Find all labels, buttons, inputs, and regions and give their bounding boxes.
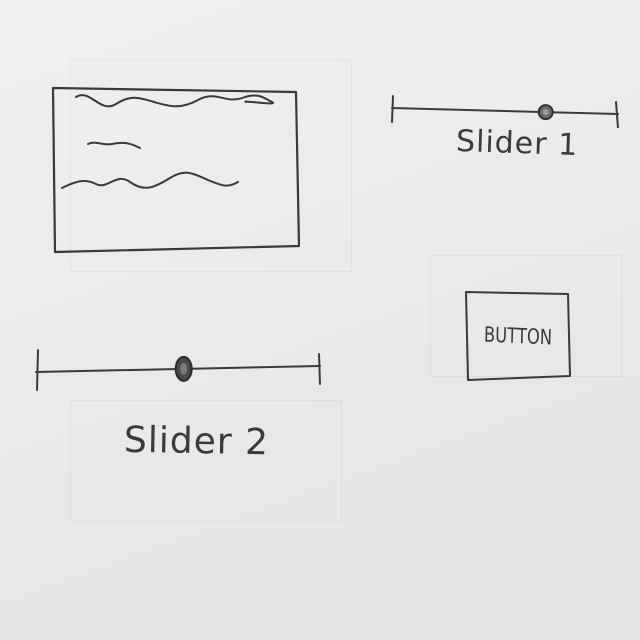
slider-2-label: Slider 2 [123, 419, 270, 464]
slider-1-label: Slider 1 [455, 123, 579, 164]
text-line-1 [75, 94, 274, 108]
slider-1-thumb[interactable] [537, 104, 554, 121]
text-line-3 [61, 171, 239, 189]
slider-2-thumb[interactable] [174, 355, 193, 382]
bleed-through-shape [70, 400, 342, 522]
bleed-through-shape [70, 60, 352, 272]
bleed-through-shape [430, 255, 622, 377]
slider-2[interactable] [32, 344, 324, 392]
slider-1-track[interactable] [388, 88, 622, 128]
button-border [465, 291, 571, 381]
text-panel-sketch [51, 86, 300, 254]
text-line-2 [87, 141, 141, 149]
slider-1[interactable] [388, 88, 622, 128]
slider-2-track[interactable] [32, 344, 324, 392]
text-panel [50, 84, 300, 254]
button[interactable]: BUTTON [462, 288, 574, 384]
button-label: BUTTON [483, 322, 553, 350]
